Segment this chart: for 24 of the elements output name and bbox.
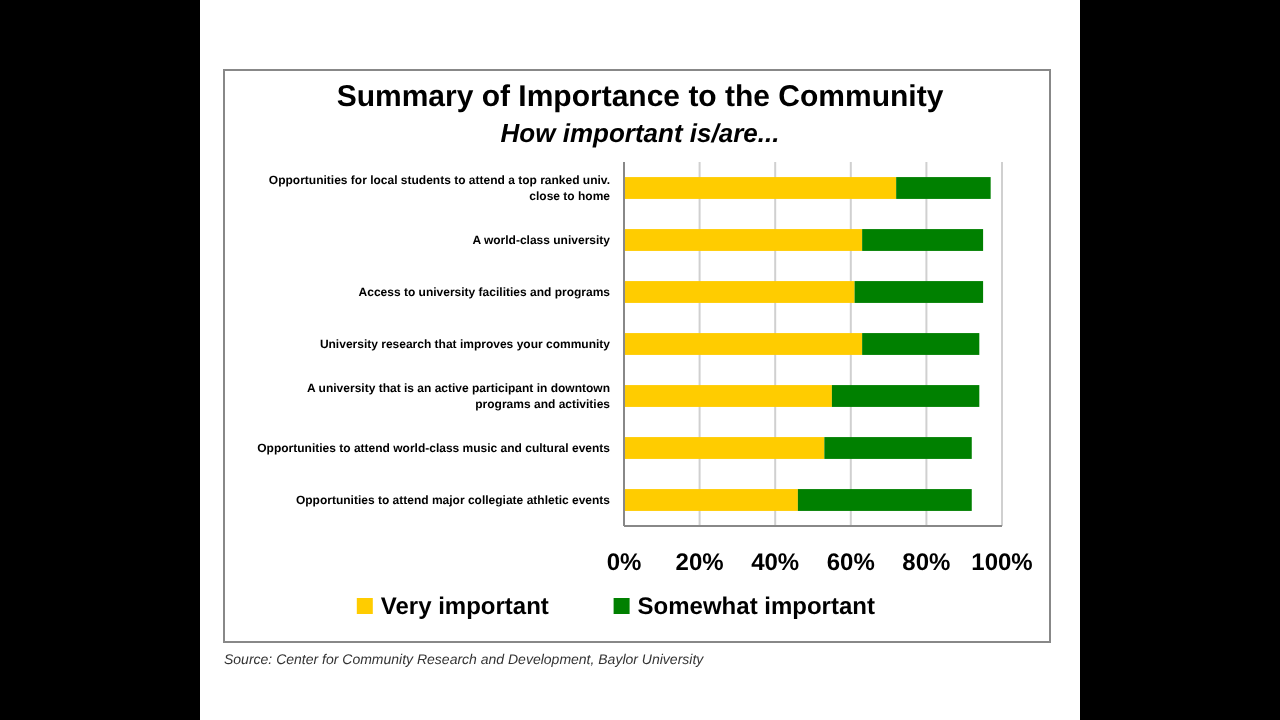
bar	[624, 489, 798, 511]
bar	[831, 385, 980, 407]
legend-label: Very important	[380, 592, 549, 620]
chart-title: Summary of Importance to the Community	[336, 80, 945, 114]
bar	[862, 229, 984, 251]
bar	[624, 229, 863, 251]
x-tick-label: 40%	[751, 548, 800, 576]
bar	[862, 333, 980, 355]
bar	[624, 333, 863, 355]
x-tick-label: 0%	[606, 548, 642, 576]
chart-subtitle: How important is/are...	[500, 118, 780, 148]
bar	[624, 437, 825, 459]
bar	[624, 281, 855, 303]
bar	[624, 385, 832, 407]
bar	[624, 177, 897, 199]
bar	[797, 489, 972, 511]
legend-label: Somewhat important	[637, 592, 875, 620]
x-tick-label: 100%	[971, 548, 1034, 576]
x-tick-label: 80%	[902, 548, 952, 576]
bar	[896, 177, 991, 199]
bar	[854, 281, 984, 303]
x-tick-label: 20%	[675, 548, 725, 576]
x-tick-label: 60%	[826, 548, 876, 576]
bar	[824, 437, 972, 459]
